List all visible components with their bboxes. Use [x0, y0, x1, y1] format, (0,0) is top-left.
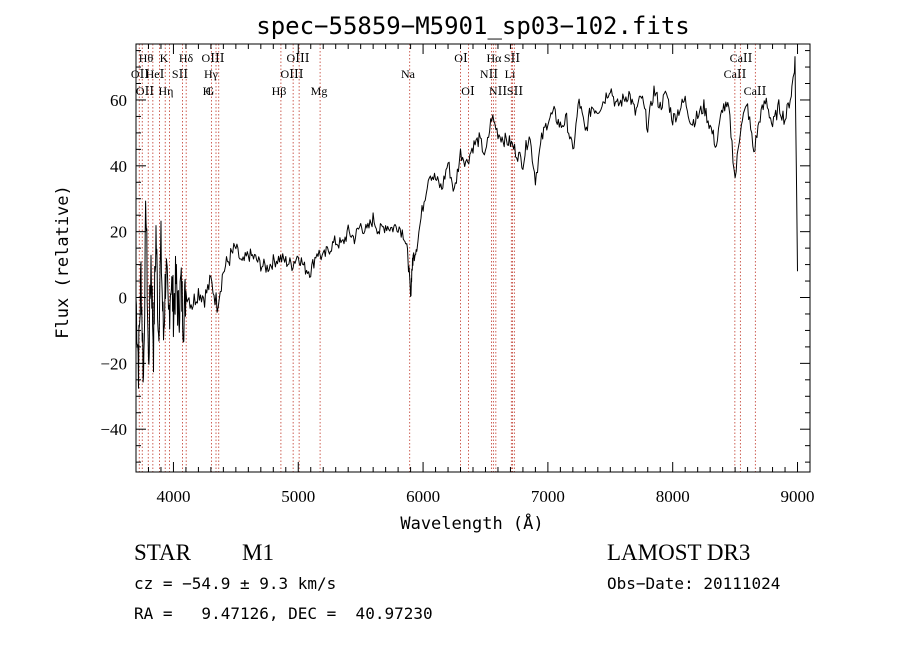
line-label-row3-0: OⅠⅠ: [136, 84, 154, 98]
y-tick-label-2: 0: [119, 289, 128, 308]
line-label-row2-2: SⅠⅠ: [172, 67, 188, 81]
line-label-row1-4: OⅠⅠⅠ: [287, 51, 310, 65]
y-tick-label-5: 60: [110, 91, 127, 110]
y-axis-label: Flux (relative): [53, 185, 73, 339]
line-label-row3-8: SⅠⅠ: [507, 84, 523, 98]
x-tick-label-5: 9000: [781, 487, 815, 506]
line-label-row3-5: Mg: [311, 84, 328, 98]
chart-title: spec−55859−M5901_sp03−102.fits: [256, 12, 689, 40]
y-tick-label-4: 40: [110, 157, 127, 176]
x-tick-label-2: 6000: [406, 487, 440, 506]
flux-series-line-0: [135, 56, 798, 389]
line-label-row2-4: OⅠⅠⅠ: [281, 67, 304, 81]
series-layer: [135, 56, 798, 389]
line-label-row2-8: CaⅠⅠ: [724, 67, 747, 81]
line-label-row1-1: K: [160, 51, 169, 65]
survey-name: LAMOST DR3: [607, 540, 751, 565]
y-tick-label-1: −20: [100, 354, 127, 373]
x-tick-label-1: 5000: [281, 487, 315, 506]
line-label-row3-3: G: [206, 84, 215, 98]
line-label-row1-8: CaⅠⅠ: [730, 51, 753, 65]
object-subclass: M1: [242, 540, 274, 565]
line-label-row2-3: Hγ: [204, 67, 219, 81]
line-marks: [138, 44, 756, 472]
x-axis-label: Wavelength (Å): [400, 512, 543, 534]
line-label-row2-5: Na: [401, 67, 416, 81]
line-label-row1-6: Hα: [487, 51, 503, 65]
line-label-row3-7: NⅠⅠ: [489, 84, 507, 98]
redshift-velocity: cz = −54.9 ± 9.3 km/s: [134, 574, 337, 593]
line-label-row1-0: Hθ: [139, 51, 154, 65]
x-tick-label-4: 8000: [656, 487, 690, 506]
line-label-row3-9: CaⅠⅠ: [744, 84, 767, 98]
line-label-row3-1: Hη: [159, 84, 174, 98]
line-label-row2-7: Li: [505, 67, 516, 81]
coordinates: RA = 9.47126, DEC = 40.97230: [134, 604, 433, 623]
line-label-row3-6: OⅠ: [461, 84, 475, 98]
plot-frame: [135, 43, 811, 473]
object-class: STAR: [134, 540, 191, 565]
line-label-row1-3: OⅠⅠⅠ: [202, 51, 225, 65]
y-tick-label-3: 20: [110, 223, 127, 242]
line-label-row1-2: Hδ: [179, 51, 194, 65]
line-label-row2-6: NⅠⅠ: [480, 67, 498, 81]
line-label-row3-4: Hβ: [272, 84, 287, 98]
observation-date: Obs−Date: 20111024: [607, 574, 781, 593]
x-tick-label-3: 7000: [531, 487, 565, 506]
line-label-row1-5: OⅠ: [454, 51, 468, 65]
line-label-row3-2: H: [203, 84, 212, 98]
line-label-row1-7: SⅠⅠ: [504, 51, 520, 65]
y-tick-label-0: −40: [100, 420, 127, 439]
axis-ticks: 4000 5000 6000 7000 8000 9000 −40 −20 0 20 40 60: [100, 44, 815, 506]
line-label-row2-1: HeⅠ: [146, 67, 165, 81]
x-tick-label-0: 4000: [156, 487, 190, 506]
